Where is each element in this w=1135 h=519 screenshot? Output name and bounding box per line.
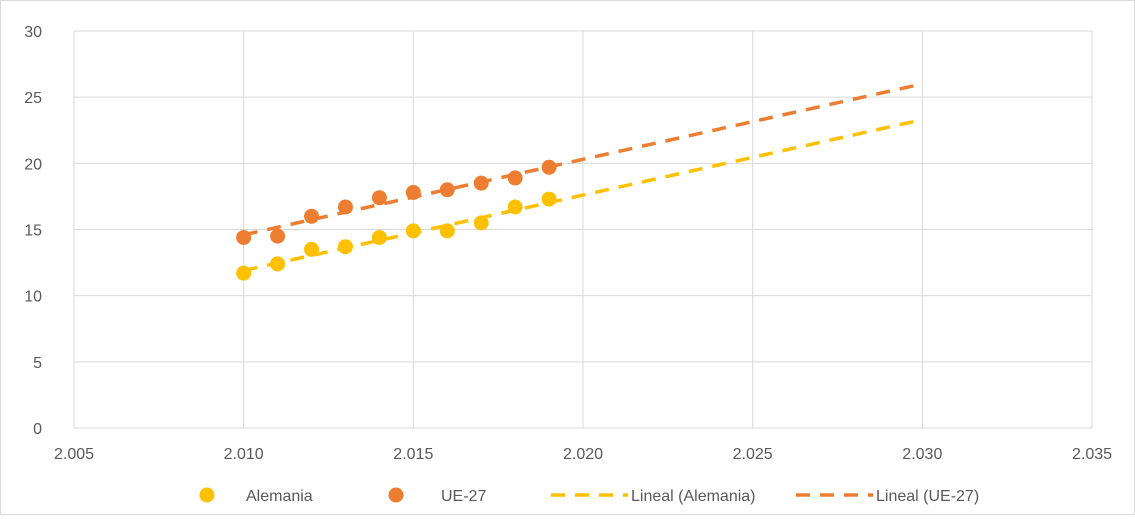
trendline-alemania (243, 117, 923, 273)
data-point-alemania (541, 191, 557, 207)
y-tick-label: 10 (24, 289, 42, 306)
x-tick-label: 2.010 (224, 446, 264, 463)
legend-label-lineal-alemania: Lineal (Alemania) (631, 488, 756, 505)
data-point-alemania (371, 229, 387, 245)
legend-label-lineal-ue27: Lineal (UE-27) (876, 488, 979, 505)
data-points (236, 159, 557, 281)
x-axis: 2.005 2.010 2.015 2.020 2.025 2.030 2.035 (54, 446, 1112, 463)
legend: Alemania UE-27 Lineal (Alemania) Lineal (UE… (199, 487, 979, 505)
trendline-ue27 (243, 82, 923, 237)
data-point-ue27 (473, 175, 489, 191)
data-point-ue27 (270, 228, 286, 244)
x-tick-label: 2.035 (1072, 446, 1112, 463)
x-tick-label: 2.015 (393, 446, 433, 463)
x-tick-label: 2.025 (733, 446, 773, 463)
data-point-ue27 (337, 199, 353, 215)
data-point-ue27 (304, 208, 320, 224)
y-tick-label: 5 (33, 355, 42, 372)
cropped-title-strip (201, 1, 901, 7)
data-point-alemania (507, 199, 523, 215)
data-point-ue27 (439, 182, 455, 198)
y-axis: 0 5 10 15 20 25 30 (24, 24, 42, 438)
data-point-ue27 (507, 170, 523, 186)
x-tick-label: 2.020 (563, 446, 603, 463)
y-tick-label: 0 (33, 421, 42, 438)
data-point-alemania (304, 241, 320, 257)
data-point-alemania (236, 265, 252, 281)
trendlines (243, 82, 923, 273)
data-point-alemania (439, 223, 455, 239)
x-tick-label: 2.005 (54, 446, 94, 463)
data-point-alemania (405, 223, 421, 239)
data-point-alemania (270, 256, 286, 272)
data-point-ue27 (541, 159, 557, 175)
legend-label-ue27: UE-27 (441, 488, 486, 505)
data-point-alemania (473, 215, 489, 231)
data-point-alemania (337, 239, 353, 255)
data-point-ue27 (405, 184, 421, 200)
y-tick-label: 30 (24, 24, 42, 41)
gridlines (73, 30, 1093, 429)
legend-marker-ue27 (388, 487, 404, 503)
data-point-ue27 (236, 229, 252, 245)
y-tick-label: 15 (24, 223, 42, 240)
y-tick-label: 25 (24, 90, 42, 107)
y-tick-label: 20 (24, 156, 42, 173)
legend-marker-alemania (199, 487, 215, 503)
data-point-ue27 (371, 190, 387, 206)
legend-label-alemania: Alemania (246, 488, 313, 505)
x-tick-label: 2.030 (902, 446, 942, 463)
